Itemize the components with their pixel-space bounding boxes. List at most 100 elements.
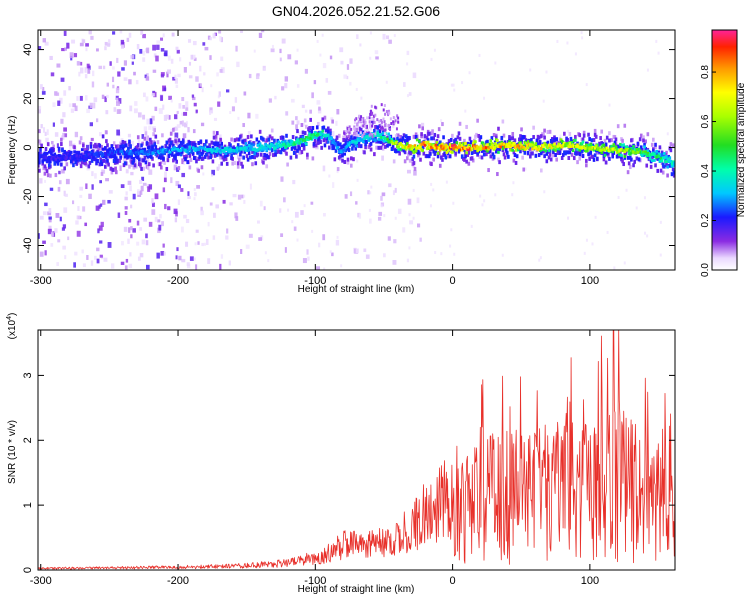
heatmap-noise-cell	[381, 155, 384, 161]
heatmap-ridge-cell	[571, 149, 575, 153]
heatmap-ridge-cell	[210, 150, 214, 154]
heatmap-noise-cell	[152, 69, 157, 73]
heatmap-ridge-cell	[63, 166, 66, 171]
heatmap-noise-cell	[146, 264, 150, 270]
heatmap-ridge-cell	[378, 133, 382, 137]
heatmap-ridge-cell	[396, 133, 399, 137]
heatmap-ridge-cell	[285, 144, 288, 148]
snr-y-tick-label-2: 2	[22, 437, 34, 443]
heatmap-ridge-cell	[38, 129, 41, 134]
heatmap-ridge-cell	[359, 144, 363, 149]
heatmap-noise-cell	[356, 34, 359, 39]
heatmap-ridge-cell	[143, 147, 147, 151]
heatmap-ridge-cell	[420, 132, 423, 137]
heatmap-ridge-cell	[79, 164, 83, 169]
heatmap-ridge-cell	[605, 146, 609, 150]
heatmap-noise-cell	[118, 98, 122, 104]
heatmap-ridge-cell	[121, 147, 125, 151]
heatmap-ridge-cell	[143, 150, 147, 154]
heatmap-ridge-cell	[470, 151, 474, 156]
heatmap-ridge-cell	[128, 139, 131, 144]
heatmap-ridge-cell	[177, 166, 181, 171]
heatmap-ridge-cell	[490, 136, 494, 141]
heatmap-ridge-cell	[514, 160, 518, 165]
snr-series-line	[38, 330, 675, 570]
heatmap-ridge-cell	[593, 128, 597, 133]
heatmap-ridge-cell	[471, 142, 475, 146]
heatmap-ridge-cell	[376, 125, 379, 130]
heatmap-ridge-cell	[346, 129, 349, 133]
heatmap-noise-cell	[394, 116, 397, 120]
heatmap-ridge-cell	[434, 143, 438, 147]
heatmap-ridge-cell	[246, 149, 250, 153]
heatmap-ridge-cell	[328, 145, 331, 150]
heatmap-noise-cell	[219, 69, 223, 73]
heatmap-ridge-cell	[670, 162, 674, 166]
heatmap-ridge-cell	[503, 155, 507, 160]
heatmap-ridge-cell	[452, 147, 455, 151]
heatmap-ridge-cell	[160, 153, 163, 157]
heatmap-ridge-cell	[252, 141, 255, 146]
heatmap-ridge-cell	[589, 142, 593, 146]
heatmap-ridge-cell	[317, 121, 320, 126]
heatmap-ridge-cell	[425, 135, 429, 140]
heatmap-ridge-cell	[111, 146, 115, 150]
snr-frame	[37, 329, 676, 571]
heatmap-ridge-cell	[51, 148, 54, 153]
heatmap-noise-cell	[187, 195, 191, 200]
heatmap-ridge-cell	[127, 146, 130, 151]
heatmap-ridge-cell	[478, 137, 482, 142]
heatmap-ridge-cell	[509, 148, 512, 152]
heatmap-noise-cell	[181, 97, 185, 102]
heatmap-ridge-cell	[150, 140, 153, 145]
heatmap-noise-cell	[52, 122, 55, 127]
heatmap-ridge-cell	[654, 142, 657, 147]
heatmap-ridge-cell	[509, 136, 512, 141]
heatmap-ridge-cell	[466, 148, 470, 152]
heatmap-noise-cell	[79, 42, 84, 47]
heatmap-ridge-cell	[335, 135, 339, 140]
heatmap-ridge-cell	[314, 136, 318, 140]
heatmap-ridge-cell	[653, 158, 656, 162]
heatmap-ridge-cell	[388, 135, 392, 139]
heatmap-ridge-cell	[531, 151, 534, 156]
heatmap-noise-cell	[102, 199, 106, 205]
heatmap-noise-cell	[111, 76, 115, 83]
heatmap-noise-cell	[219, 263, 222, 270]
heatmap-ridge-cell	[40, 143, 43, 148]
heatmap-ridge-cell	[641, 148, 644, 153]
heatmap-ridge-cell	[285, 133, 288, 138]
heatmap-ridge-cell	[88, 160, 92, 165]
heatmap-ridge-cell	[267, 137, 271, 142]
heatmap-noise-cell	[216, 166, 220, 171]
heatmap-ridge-cell	[234, 149, 238, 153]
heatmap-ridge-cell	[371, 111, 374, 115]
heatmap-ridge-cell	[592, 157, 596, 162]
heatmap-ridge-cell	[332, 143, 336, 147]
heatmap-noise-cell	[145, 76, 150, 81]
heatmap-ridge-cell	[512, 141, 516, 145]
heatmap-ridge-cell	[420, 134, 423, 139]
heatmap-ridge-cell	[301, 130, 305, 135]
heatmap-ridge-cell	[404, 134, 408, 139]
heatmap-noise-cell	[258, 32, 263, 38]
heatmap-ridge-cell	[332, 139, 336, 143]
heatmap-noise-cell	[176, 247, 179, 252]
heatmap-ridge-cell	[180, 143, 184, 148]
heatmap-ridge-cell	[545, 151, 549, 156]
heatmap-ridge-cell	[570, 152, 574, 157]
heatmap-ridge-cell	[100, 171, 104, 176]
heatmap-ridge-cell	[630, 138, 633, 143]
spectrogram-x-ticks: -300 -200 -100 0 100	[30, 30, 599, 287]
heatmap-noise-cell	[140, 30, 144, 35]
heatmap-ridge-cell	[346, 160, 350, 165]
heatmap-ridge-cell	[380, 103, 383, 107]
heatmap-ridge-cell	[386, 137, 389, 141]
heatmap-ridge-cell	[656, 156, 660, 161]
heatmap-ridge-cell	[369, 134, 373, 138]
heatmap-ridge-cell	[231, 161, 234, 166]
heatmap-noise-cell	[75, 220, 79, 225]
heatmap-ridge-cell	[195, 159, 198, 164]
heatmap-ridge-cell	[266, 155, 270, 160]
heatmap-ridge-cell	[119, 144, 122, 149]
